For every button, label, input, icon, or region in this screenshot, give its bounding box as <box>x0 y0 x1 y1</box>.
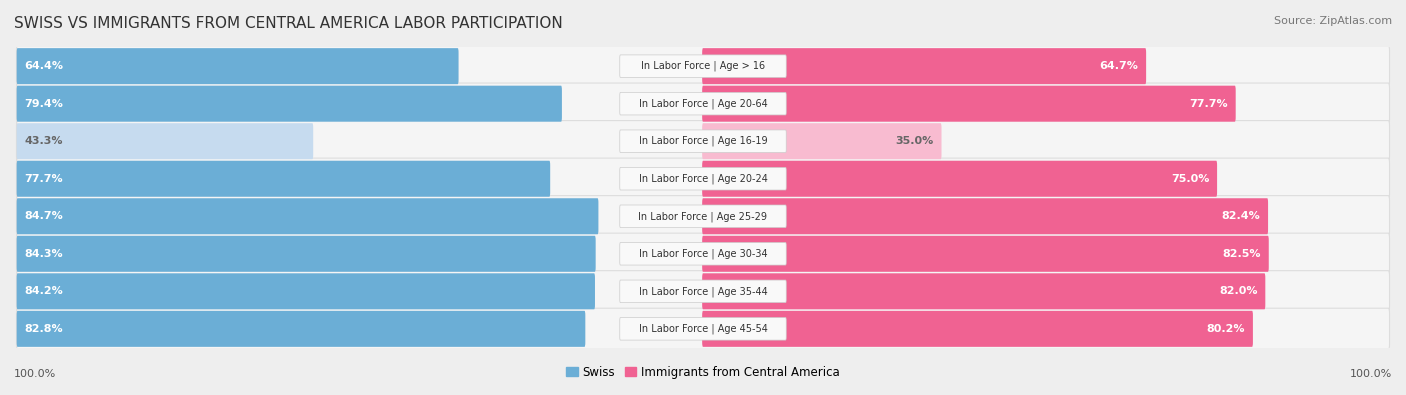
FancyBboxPatch shape <box>17 308 1389 350</box>
Text: 84.2%: 84.2% <box>24 286 63 296</box>
Text: 80.2%: 80.2% <box>1206 324 1246 334</box>
Text: In Labor Force | Age 16-19: In Labor Force | Age 16-19 <box>638 136 768 147</box>
FancyBboxPatch shape <box>702 273 1265 309</box>
Text: In Labor Force | Age 20-24: In Labor Force | Age 20-24 <box>638 173 768 184</box>
Text: 64.7%: 64.7% <box>1099 61 1139 71</box>
FancyBboxPatch shape <box>702 311 1253 347</box>
FancyBboxPatch shape <box>702 198 1268 234</box>
Text: 84.7%: 84.7% <box>24 211 63 221</box>
FancyBboxPatch shape <box>702 123 942 159</box>
FancyBboxPatch shape <box>702 86 1236 122</box>
Legend: Swiss, Immigrants from Central America: Swiss, Immigrants from Central America <box>561 361 845 384</box>
Text: 79.4%: 79.4% <box>24 99 63 109</box>
Text: In Labor Force | Age 35-44: In Labor Force | Age 35-44 <box>638 286 768 297</box>
FancyBboxPatch shape <box>17 273 595 309</box>
FancyBboxPatch shape <box>702 236 1268 272</box>
FancyBboxPatch shape <box>17 271 1389 312</box>
FancyBboxPatch shape <box>17 83 1389 124</box>
FancyBboxPatch shape <box>17 86 562 122</box>
FancyBboxPatch shape <box>17 233 1389 275</box>
FancyBboxPatch shape <box>17 198 599 234</box>
FancyBboxPatch shape <box>702 161 1218 197</box>
FancyBboxPatch shape <box>620 167 786 190</box>
FancyBboxPatch shape <box>620 205 786 228</box>
FancyBboxPatch shape <box>17 48 458 84</box>
FancyBboxPatch shape <box>17 236 596 272</box>
FancyBboxPatch shape <box>17 161 550 197</box>
Text: 100.0%: 100.0% <box>14 369 56 379</box>
FancyBboxPatch shape <box>620 92 786 115</box>
Text: Source: ZipAtlas.com: Source: ZipAtlas.com <box>1274 16 1392 26</box>
Text: 75.0%: 75.0% <box>1171 174 1209 184</box>
FancyBboxPatch shape <box>17 123 314 159</box>
FancyBboxPatch shape <box>620 280 786 303</box>
Text: 64.4%: 64.4% <box>24 61 63 71</box>
Text: 35.0%: 35.0% <box>896 136 934 146</box>
FancyBboxPatch shape <box>702 48 1146 84</box>
FancyBboxPatch shape <box>17 196 1389 237</box>
FancyBboxPatch shape <box>620 130 786 152</box>
Text: 84.3%: 84.3% <box>24 249 63 259</box>
Text: In Labor Force | Age 45-54: In Labor Force | Age 45-54 <box>638 324 768 334</box>
FancyBboxPatch shape <box>620 318 786 340</box>
Text: 82.8%: 82.8% <box>24 324 63 334</box>
Text: 82.5%: 82.5% <box>1223 249 1261 259</box>
Text: 82.4%: 82.4% <box>1222 211 1260 221</box>
Text: SWISS VS IMMIGRANTS FROM CENTRAL AMERICA LABOR PARTICIPATION: SWISS VS IMMIGRANTS FROM CENTRAL AMERICA… <box>14 16 562 31</box>
Text: 77.7%: 77.7% <box>1189 99 1227 109</box>
FancyBboxPatch shape <box>620 55 786 77</box>
FancyBboxPatch shape <box>620 243 786 265</box>
FancyBboxPatch shape <box>17 311 585 347</box>
Text: 77.7%: 77.7% <box>24 174 63 184</box>
Text: 100.0%: 100.0% <box>1350 369 1392 379</box>
Text: 82.0%: 82.0% <box>1219 286 1257 296</box>
FancyBboxPatch shape <box>17 158 1389 199</box>
Text: In Labor Force | Age 20-64: In Labor Force | Age 20-64 <box>638 98 768 109</box>
Text: 43.3%: 43.3% <box>24 136 63 146</box>
Text: In Labor Force | Age > 16: In Labor Force | Age > 16 <box>641 61 765 71</box>
FancyBboxPatch shape <box>17 45 1389 87</box>
FancyBboxPatch shape <box>17 120 1389 162</box>
Text: In Labor Force | Age 25-29: In Labor Force | Age 25-29 <box>638 211 768 222</box>
Text: In Labor Force | Age 30-34: In Labor Force | Age 30-34 <box>638 248 768 259</box>
